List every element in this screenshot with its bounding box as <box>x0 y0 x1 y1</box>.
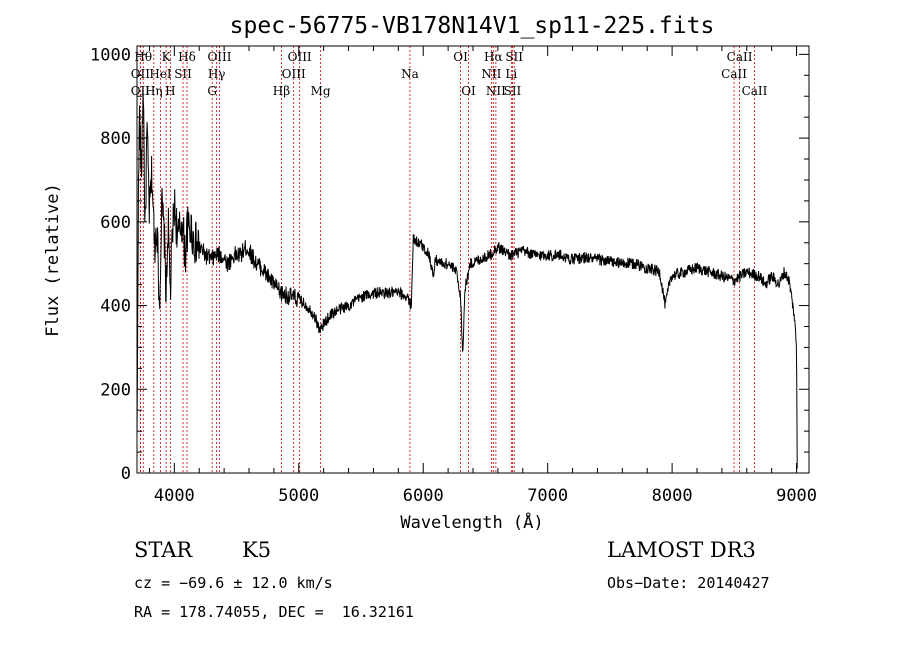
line-label-24: SII <box>505 50 523 64</box>
y-tick-label-0: 0 <box>121 464 131 484</box>
line-label-27: CaII <box>742 84 768 98</box>
chart-title: spec-56775-VB178N14V1_sp11-225.fits <box>230 13 715 39</box>
line-label-11: OIII <box>207 50 231 64</box>
survey-name: LAMOST DR3 <box>607 538 756 562</box>
line-label-5: K <box>162 50 172 64</box>
object-subclass: K5 <box>242 538 272 562</box>
plot-frame <box>136 45 810 474</box>
line-label-15: Mg <box>311 84 331 98</box>
spectral-line-labels: OIIHθOIIHηHeIKHSIIHδGHγOIIIHβOIIIOIIIMgN… <box>131 50 768 98</box>
observation-date: Obs−Date: 20140427 <box>607 574 770 592</box>
line-label-14: OIII <box>288 50 312 64</box>
y-tick-label-200: 200 <box>100 380 131 400</box>
line-label-10: Hγ <box>208 67 226 81</box>
x-tick-label-9000: 9000 <box>776 486 817 506</box>
line-label-2: OII <box>131 67 151 81</box>
line-label-8: Hδ <box>178 50 196 64</box>
line-label-18: OI <box>461 84 476 98</box>
y-tick-label-800: 800 <box>100 129 131 149</box>
line-label-1: Hθ <box>134 50 152 64</box>
y-tick-label-400: 400 <box>100 297 131 317</box>
line-label-6: H <box>165 84 175 98</box>
line-label-12: Hβ <box>273 84 290 98</box>
x-tick-label-8000: 8000 <box>652 486 693 506</box>
object-class: STAR <box>134 538 193 562</box>
x-tick-label-7000: 7000 <box>527 486 568 506</box>
y-axis-ticks: 0 200 400 600 800 1000 <box>90 45 809 484</box>
line-label-23: SII <box>504 84 522 98</box>
line-label-19: NII <box>481 67 501 81</box>
line-label-7: SII <box>174 67 192 81</box>
line-label-4: HeI <box>149 67 172 81</box>
y-tick-label-1000: 1000 <box>90 45 131 65</box>
line-label-20: Hα <box>484 50 503 64</box>
x-tick-label-6000: 6000 <box>403 486 444 506</box>
x-tick-label-5000: 5000 <box>278 486 319 506</box>
y-tick-label-600: 600 <box>100 213 131 233</box>
line-label-16: Na <box>401 67 419 81</box>
line-label-0: OII <box>131 84 151 98</box>
line-label-17: OI <box>453 50 468 64</box>
x-axis-ticks: 4000 5000 6000 7000 8000 9000 <box>148 46 817 506</box>
line-label-25: CaII <box>721 67 747 81</box>
spectrum-line <box>136 86 798 469</box>
y-axis-label: Flux (relative) <box>43 183 63 337</box>
line-label-3: Hη <box>145 84 163 98</box>
line-label-26: CaII <box>727 50 753 64</box>
line-label-9: G <box>207 84 217 98</box>
line-label-13: OIII <box>282 67 306 81</box>
redshift-cz: cz = −69.6 ± 12.0 km/s <box>134 574 333 592</box>
coordinates: RA = 178.74055, DEC = 16.32161 <box>134 603 414 621</box>
x-tick-label-4000: 4000 <box>154 486 195 506</box>
x-axis-label: Wavelength (Å) <box>400 511 543 533</box>
line-label-21: NII <box>486 84 506 98</box>
line-label-22: Li <box>505 67 517 81</box>
